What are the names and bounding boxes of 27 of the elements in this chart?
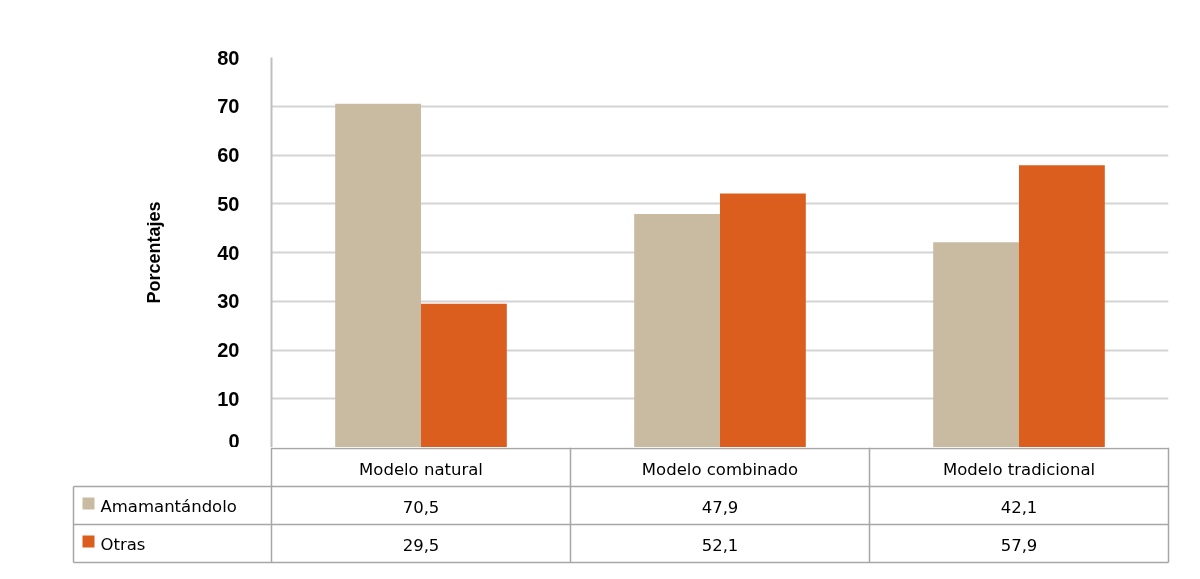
x-tick-label: Modelo tradicional xyxy=(942,459,1096,479)
data-label: 70,5 xyxy=(402,497,440,517)
bar xyxy=(720,193,806,447)
bar xyxy=(1019,165,1105,447)
y-tick-label: 50 xyxy=(217,192,240,215)
legend-label: Otras xyxy=(100,535,146,554)
x-tick-label: Modelo combinado xyxy=(641,459,799,479)
data-label: 52,1 xyxy=(701,535,739,555)
bar xyxy=(421,303,507,447)
data-label: 57,9 xyxy=(1000,535,1038,555)
legend-label: Amamantándolo xyxy=(100,497,237,516)
y-tick-label: 30 xyxy=(217,290,240,313)
bar xyxy=(335,103,421,447)
y-tick-label: 20 xyxy=(217,339,240,361)
y-tick-label: 80 xyxy=(217,46,240,69)
data-label: 29,5 xyxy=(402,535,440,555)
y-tick-label: 40 xyxy=(217,241,240,264)
y-tick-label: 70 xyxy=(217,95,240,118)
y-tick-label: 60 xyxy=(217,144,240,166)
bar xyxy=(933,242,1019,447)
y-tick-label: 0 xyxy=(228,429,240,452)
data-label: 42,1 xyxy=(1000,497,1038,517)
y-tick-label: 10 xyxy=(217,387,240,410)
data-label: 47,9 xyxy=(701,497,739,517)
x-tick-label: Modelo natural xyxy=(359,459,483,479)
y-axis-title: Porcentajes xyxy=(144,201,165,304)
bar xyxy=(634,213,720,447)
